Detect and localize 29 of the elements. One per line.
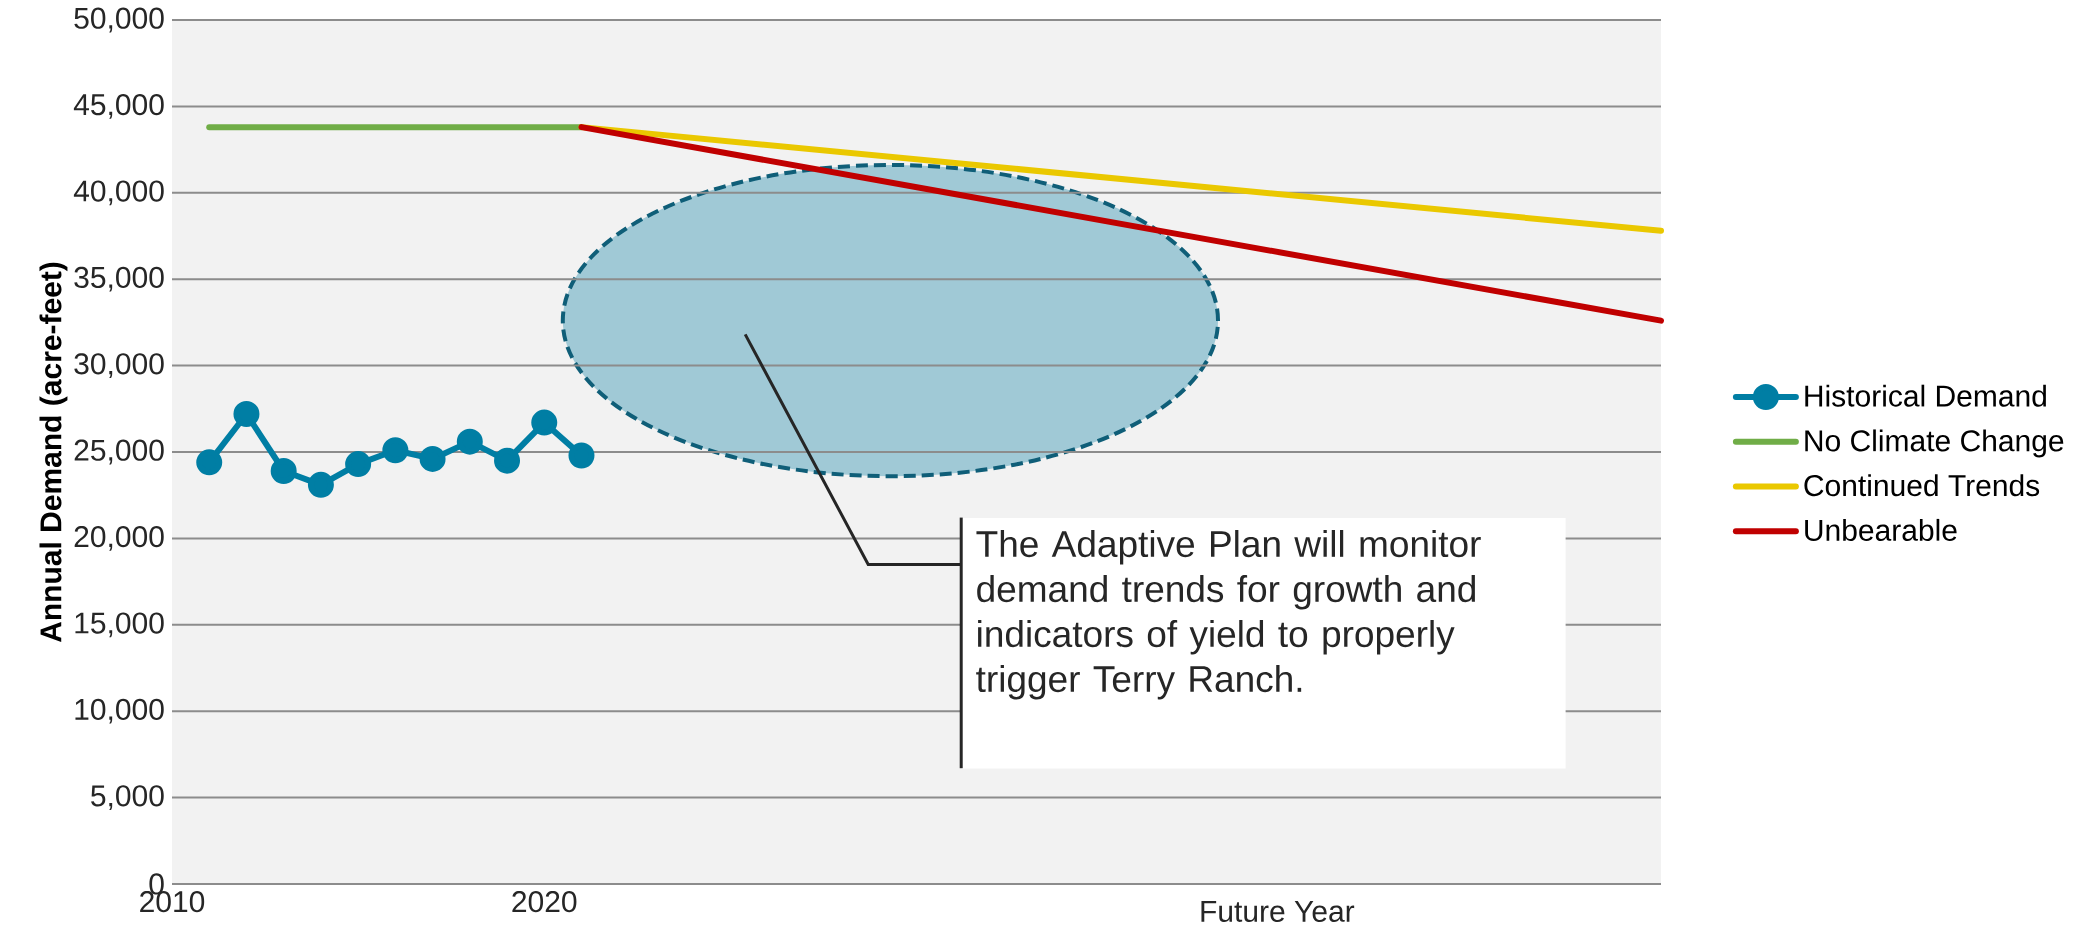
point bbox=[494, 447, 521, 474]
y-tick-label: 10,000 bbox=[75, 698, 164, 724]
point bbox=[196, 449, 223, 476]
y-tick-label: 45,000 bbox=[73, 94, 164, 119]
y-axis-title: Annual Demand (acre-feet) bbox=[39, 262, 68, 643]
point bbox=[382, 437, 409, 464]
annotation: The Adaptive Plan will monitor demand trends for growth and indicators of yield to properly trigger Terry Ranch. bbox=[976, 529, 1481, 700]
y-tick-label: 5,000 bbox=[91, 785, 164, 810]
legend-label: Continued Trends bbox=[1804, 474, 2040, 497]
y-tick-label: 20,000 bbox=[74, 526, 164, 551]
legend-label: Unbearable bbox=[1805, 518, 1957, 541]
y-tick-label: 35,000 bbox=[74, 266, 164, 292]
y-tick-label: 15,000 bbox=[75, 612, 164, 638]
legend-label: Historical Demand bbox=[1805, 384, 2046, 407]
point bbox=[233, 400, 260, 427]
legend-label: No Climate Change bbox=[1805, 429, 2064, 458]
y-tick-label: 40,000 bbox=[73, 180, 164, 206]
point bbox=[307, 471, 334, 498]
x-tick-label: 2020 bbox=[512, 891, 577, 913]
point bbox=[270, 458, 297, 485]
point bbox=[531, 409, 558, 436]
y-tick-label: 25,000 bbox=[74, 439, 164, 465]
y-tick-label: 50,000 bbox=[74, 7, 164, 33]
x-axis-title: Future Year bbox=[1201, 901, 1355, 922]
point bbox=[419, 445, 446, 472]
point bbox=[345, 451, 372, 478]
point bbox=[568, 442, 595, 469]
y-tick-label: 30,000 bbox=[74, 353, 164, 378]
point bbox=[456, 428, 483, 455]
